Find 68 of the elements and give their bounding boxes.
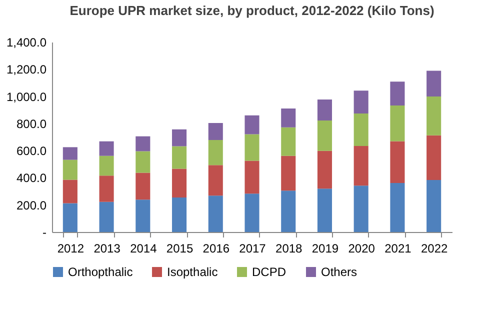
legend-label: Others — [321, 265, 358, 279]
y-tick-label: 400.0 — [16, 171, 47, 186]
x-tick-label: 2019 — [312, 242, 339, 256]
bar — [244, 134, 260, 161]
y-tick-label: 800.0 — [16, 116, 47, 131]
bar — [172, 198, 187, 232]
x-tick-label: 2012 — [57, 242, 84, 256]
bar — [99, 156, 114, 176]
y-tick-label: 1,200.0 — [6, 62, 47, 77]
bar — [281, 156, 296, 191]
y-tick-label: 1,400.0 — [6, 36, 47, 50]
legend-label: Orthopthalic — [68, 265, 133, 279]
bar — [99, 176, 114, 202]
bar — [354, 186, 368, 232]
x-tick-label: 2014 — [130, 242, 158, 256]
bar — [99, 202, 114, 232]
y-tick-label: 1,000.0 — [6, 90, 47, 104]
bar — [281, 190, 296, 232]
x-tick-label: 2021 — [384, 242, 412, 256]
bar — [426, 96, 442, 136]
bar — [208, 196, 223, 232]
chart-title: Europe UPR market size, by product, 2012-2022 (Kilo Tons) — [70, 3, 434, 18]
bar — [62, 180, 78, 204]
y-tick-label: - — [42, 226, 46, 240]
y-tick-label: 600.0 — [16, 144, 47, 158]
bar — [62, 147, 78, 160]
bar — [136, 136, 150, 152]
bar — [317, 150, 332, 189]
y-tick-label: 200.0 — [16, 198, 47, 212]
bar — [244, 194, 260, 232]
bar — [390, 183, 405, 232]
bar — [281, 127, 296, 156]
bar — [354, 146, 368, 186]
bar — [62, 203, 78, 232]
bar — [426, 135, 442, 180]
bar — [317, 120, 332, 151]
bar — [136, 151, 150, 173]
x-tick-label: 2016 — [202, 242, 230, 256]
bar — [99, 141, 114, 156]
bar — [390, 141, 405, 184]
bar — [354, 90, 368, 114]
bar — [426, 70, 442, 97]
bar — [244, 160, 260, 194]
bar — [172, 129, 187, 146]
bar — [136, 172, 150, 200]
bar — [172, 168, 187, 198]
bar — [208, 140, 223, 166]
x-tick-label: 2017 — [239, 242, 266, 256]
bar — [62, 160, 78, 180]
bar — [136, 200, 150, 232]
bar — [426, 180, 442, 232]
bar — [317, 100, 332, 120]
x-tick-label: 2020 — [348, 242, 376, 256]
bar — [208, 123, 223, 140]
bar — [390, 106, 405, 142]
bar — [172, 146, 187, 169]
bar — [208, 165, 223, 196]
bar — [317, 188, 332, 232]
x-tick-label: 2015 — [166, 242, 194, 256]
bar — [354, 114, 368, 146]
bar — [281, 108, 296, 128]
x-tick-label: 2013 — [94, 242, 121, 256]
x-tick-label: 2018 — [276, 242, 303, 256]
bar — [390, 82, 405, 106]
bar — [244, 115, 260, 134]
x-tick-label: 2022 — [420, 242, 448, 256]
legend-label: Isopthalic — [167, 265, 218, 279]
legend-label: DCPD — [252, 265, 286, 279]
